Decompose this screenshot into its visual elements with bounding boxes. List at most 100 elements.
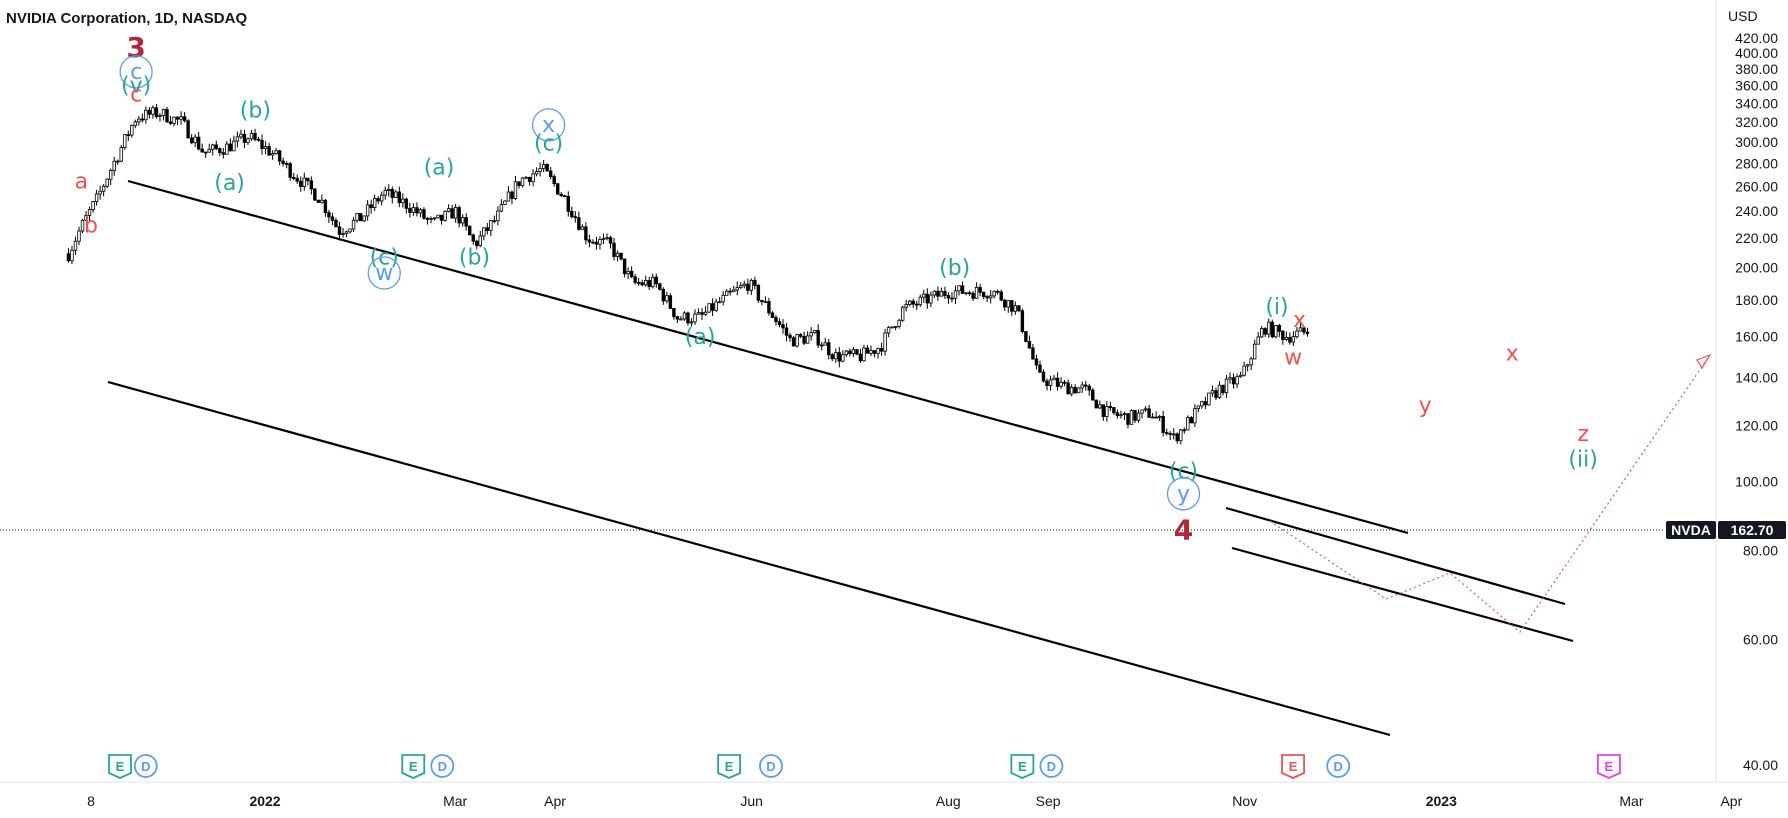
candle [478,230,482,248]
candle [749,278,754,296]
candle [922,289,926,304]
candle [1119,410,1123,419]
earnings-marker[interactable]: E [1010,754,1035,779]
candle [735,281,739,296]
event-marker-label: D [1047,759,1056,774]
candle [263,141,268,155]
candle [1129,409,1134,425]
candle [1136,409,1141,423]
candle [196,131,201,151]
earnings-marker[interactable]: E [1597,754,1621,779]
candle [661,287,666,305]
wave-label-circle [119,55,153,89]
candle [108,168,113,185]
candle [489,220,493,237]
candle [320,194,324,204]
candle [908,299,912,307]
candle [1235,373,1239,388]
candle [306,177,310,186]
candle [471,233,475,245]
dividend-marker[interactable]: D [1039,754,1064,778]
candle [728,287,732,296]
candle [239,129,243,140]
candle [573,211,578,223]
candle [1101,404,1106,421]
earnings-marker[interactable]: E [717,754,741,779]
y-tick-label: 400.00 [1735,45,1778,61]
earnings-marker[interactable]: E [108,754,132,779]
candle [841,350,845,363]
event-marker-label: D [141,759,150,774]
candle [844,349,849,357]
candle [1024,331,1028,343]
candle [767,297,771,316]
candle [925,288,930,309]
candle [1045,378,1049,391]
event-marker-label: E [1289,759,1298,774]
y-tick-label: 140.00 [1735,370,1778,386]
candle [784,322,789,342]
y-tick-label: 340.00 [1735,95,1778,111]
candle [756,283,761,304]
candle [566,191,570,217]
y-tick-label: 320.00 [1735,114,1778,130]
candle [73,236,78,255]
candle [313,188,317,201]
candle [721,291,725,306]
candle [960,281,965,294]
earnings-marker[interactable]: E [401,754,426,779]
candle [584,222,588,245]
x-tick-label: Mar [443,793,467,809]
candle [182,112,187,123]
candle [453,203,458,223]
time-axis[interactable]: 8 2022 Mar Apr Jun Aug Sep Nov 2023 Mar Apr [87,793,1742,809]
candle [362,215,366,223]
candle [531,168,535,187]
candle [1252,339,1257,360]
dividend-marker[interactable]: D [1326,754,1351,778]
y-tick-label: 240.00 [1735,203,1778,219]
candle [1291,331,1296,346]
candle [158,113,162,122]
candle [1249,356,1253,371]
y-tick-label: 60.00 [1743,632,1778,648]
candle [1224,375,1229,398]
candle [1221,384,1225,396]
candle [341,227,345,238]
dividend-marker[interactable]: D [133,754,158,778]
candle [267,142,271,156]
dividend-marker[interactable]: D [430,754,455,778]
candle [1062,380,1067,387]
candle [116,159,120,165]
candle [351,216,356,233]
candle [253,128,257,142]
candle [911,298,915,308]
candle [1147,404,1151,418]
x-tick-label: Jun [740,793,763,809]
candle [538,162,542,177]
earnings-marker[interactable]: E [1281,754,1305,779]
candle [675,316,680,324]
candle [1298,323,1303,332]
candle [781,319,785,334]
x-tick-label: Apr [1720,793,1742,809]
candle [288,161,292,181]
dividend-marker[interactable]: D [759,754,783,778]
candle [686,311,690,326]
last-price-tag: NVDA 162.70 [1666,521,1786,539]
wave-label: (b) [240,98,271,123]
candle [214,140,218,151]
candle [295,174,299,184]
candle [80,218,85,234]
candle [1087,383,1091,396]
candle [647,276,651,291]
candle [422,207,426,220]
candle [834,348,838,363]
candle [869,345,873,357]
candle [429,216,433,224]
candle [1203,396,1208,410]
wave-label: (a) [685,325,716,350]
